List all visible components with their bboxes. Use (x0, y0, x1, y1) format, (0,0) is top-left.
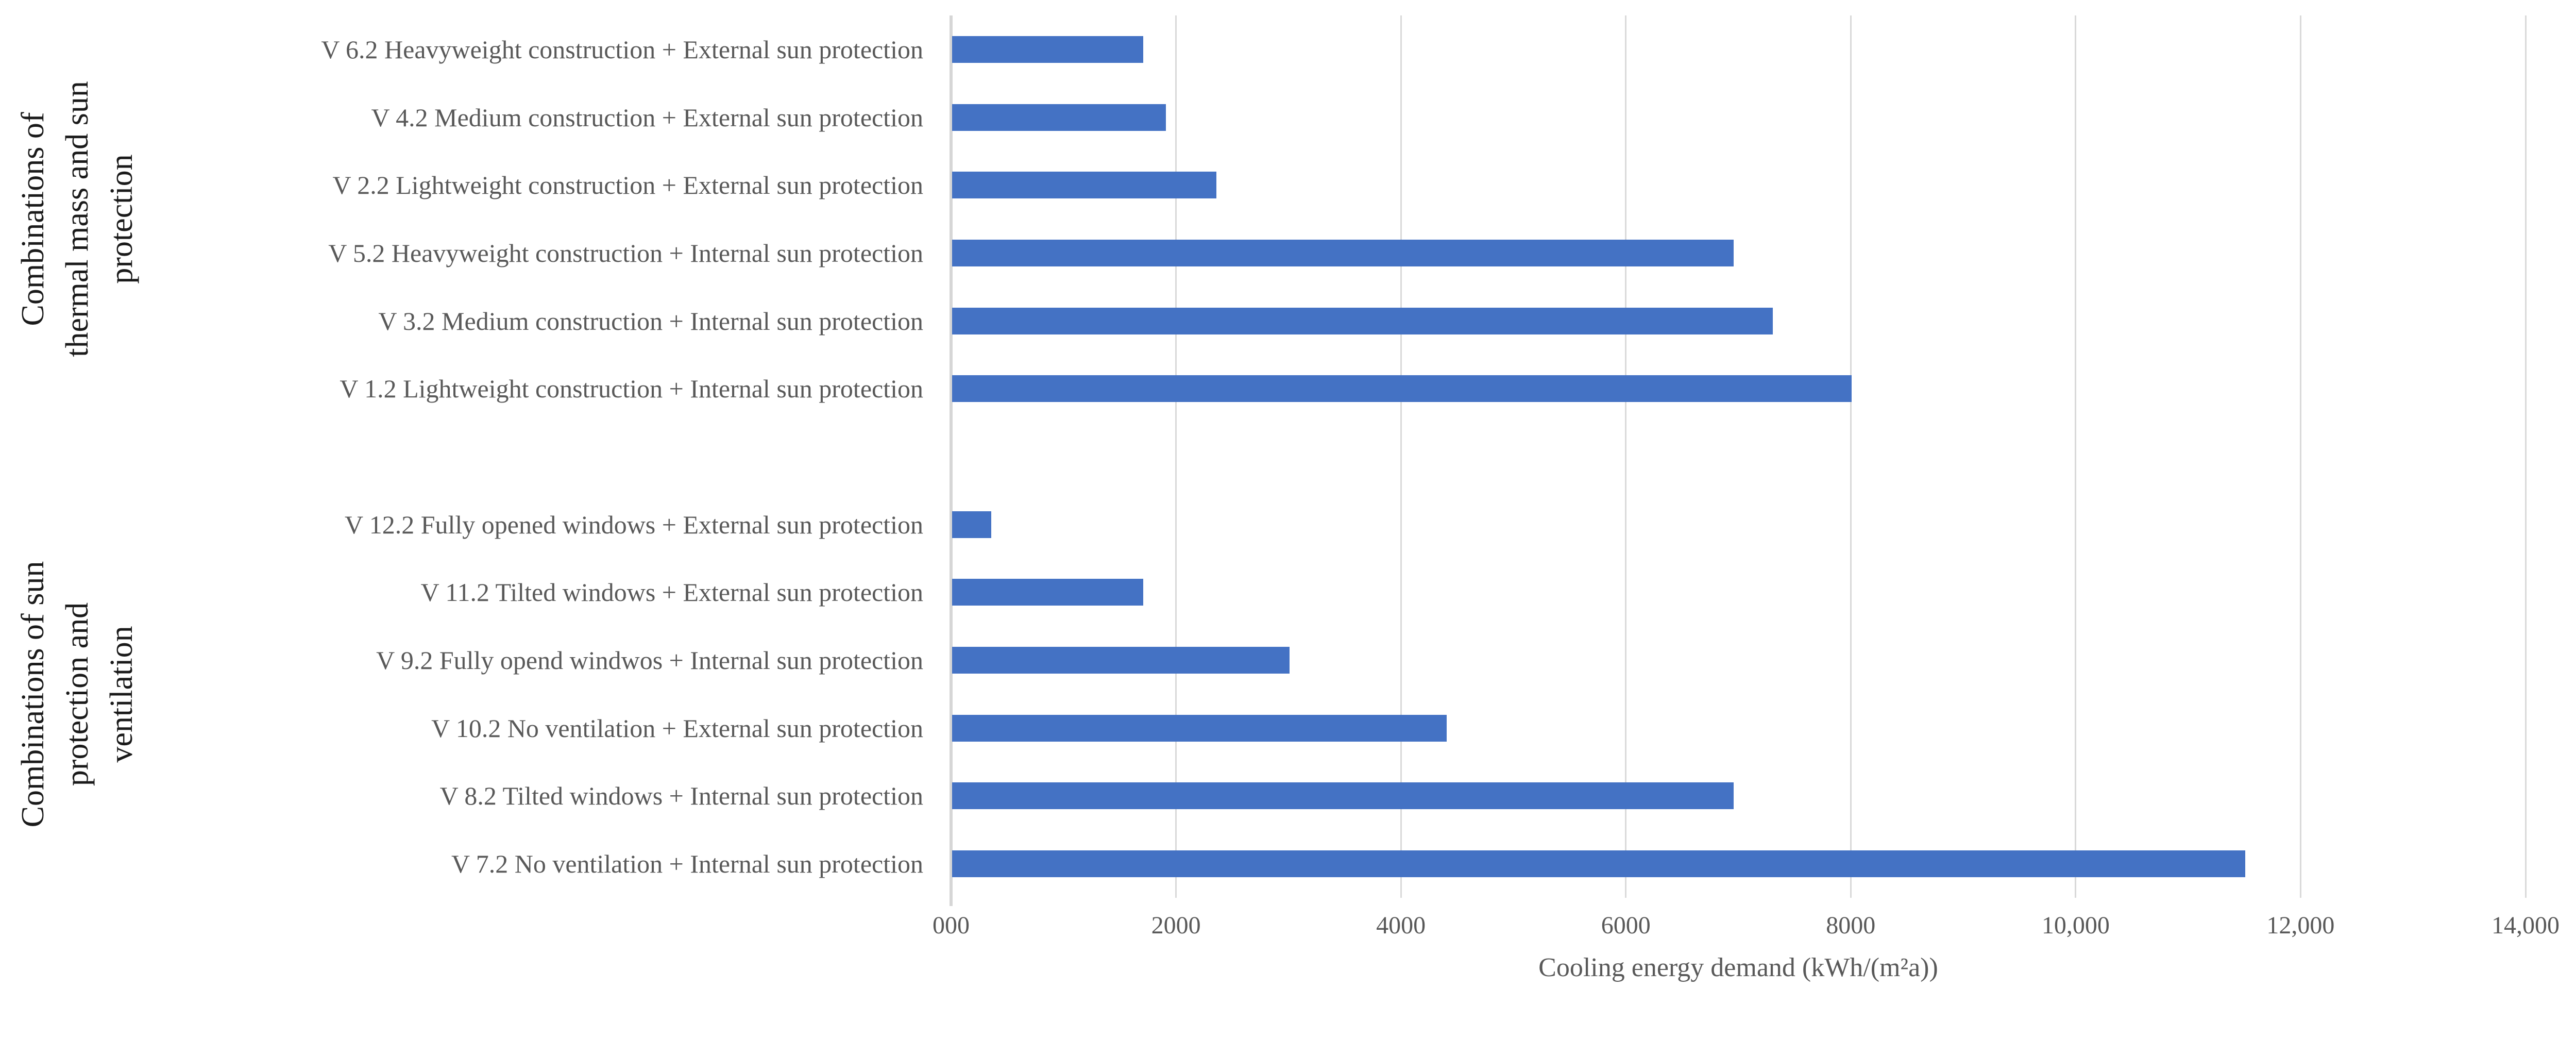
category-label-v-4-2: V 4.2 Medium construction + External sun… (371, 103, 923, 132)
bar-v-1-2 (952, 375, 1852, 403)
gridline-12000 (2299, 15, 2301, 898)
group-label-line: Combinations of sun (15, 561, 50, 828)
gridline-8000 (1850, 15, 1852, 898)
x-tick-label-10000: 10,000 (2041, 912, 2110, 939)
category-label-v-9-2: V 9.2 Fully opend windwos + Internal sun… (376, 646, 923, 675)
category-label-v-5-2: V 5.2 Heavyweight construction + Interna… (328, 238, 923, 267)
bar-v-3-2 (952, 307, 1773, 334)
category-label-v-11-2: V 11.2 Tilted windows + External sun pro… (420, 578, 923, 607)
gridline-4000 (1400, 15, 1402, 898)
category-label-v-6-2: V 6.2 Heavyweight construction + Externa… (321, 35, 923, 64)
bar-chart: Cooling energy demand (kWh/(m²a)) 000 200… (15, 15, 2560, 982)
bar-v-9-2 (952, 647, 1290, 674)
category-label-v-2-2: V 2.2 Lightweight construction + Externa… (332, 171, 923, 200)
gridline-2000 (1175, 15, 1177, 898)
x-tick-label-14000: 14,000 (2492, 912, 2560, 939)
gridline-10000 (2075, 15, 2077, 898)
category-axis-line (950, 15, 953, 906)
category-label-v-3-2: V 3.2 Medium construction + Internal sun… (378, 306, 923, 336)
x-tick-label-4000: 4000 (1376, 912, 1426, 939)
x-tick-label-8000: 8000 (1826, 912, 1876, 939)
category-label-v-12-2: V 12.2 Fully opened windows + External s… (345, 510, 923, 539)
gridline-14000 (2524, 15, 2527, 898)
x-tick-label-2000: 2000 (1151, 912, 1201, 939)
group-label-line: ventilation (104, 626, 139, 763)
gridline-6000 (1625, 15, 1627, 898)
category-label-v-7-2: V 7.2 No ventilation + Internal sun prot… (451, 849, 923, 879)
bar-v-7-2 (952, 850, 2246, 878)
bar-v-4-2 (952, 104, 1166, 131)
bar-v-11-2 (952, 579, 1144, 606)
bar-v-8-2 (952, 782, 1734, 810)
category-label-v-8-2: V 8.2 Tilted windows + Internal sun prot… (439, 781, 923, 811)
group-label-line: protection and (60, 602, 95, 786)
bar-v-12-2 (952, 511, 992, 538)
bar-v-5-2 (952, 239, 1734, 266)
x-tick-label-12000: 12,000 (2266, 912, 2335, 939)
category-label-v-1-2: V 1.2 Lightweight construction + Interna… (340, 374, 923, 404)
category-label-v-10-2: V 10.2 No ventilation + External sun pro… (431, 713, 923, 743)
x-axis-title: Cooling energy demand (kWh/(m²a)) (1538, 953, 1938, 982)
y-axis-group-label-2: Combinations of sun protection and ventila… (11, 333, 144, 1055)
x-tick-label-0: 000 (933, 912, 970, 939)
bar-v-2-2 (952, 172, 1216, 199)
bar-v-10-2 (952, 714, 1447, 742)
x-tick-label-6000: 6000 (1601, 912, 1651, 939)
bar-v-6-2 (952, 36, 1144, 63)
